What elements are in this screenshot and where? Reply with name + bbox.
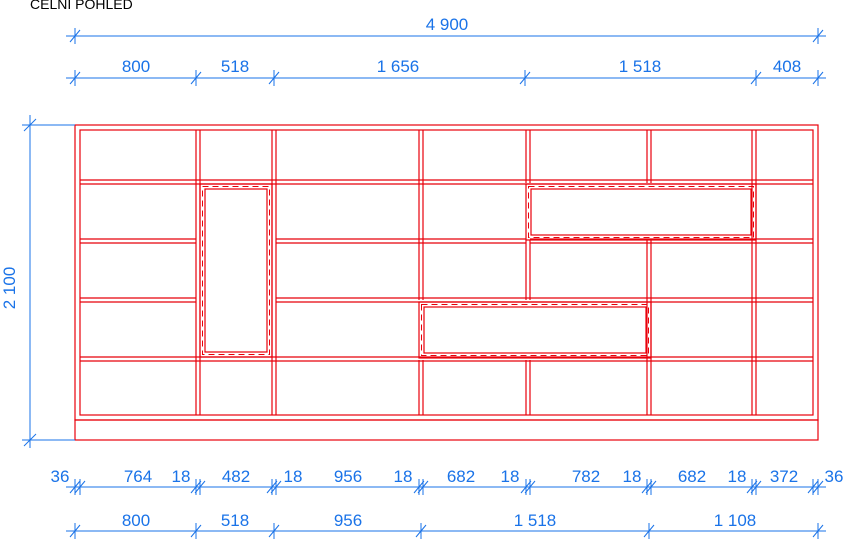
outer-frame — [74, 124, 819, 421]
top-row-label: 408 — [773, 57, 801, 76]
dimension-lines — [22, 28, 826, 539]
detail-row-label: 18 — [501, 467, 520, 486]
detail-row-label: 18 — [728, 467, 747, 486]
detail-row-label: 372 — [770, 467, 798, 486]
detail-row-label: 482 — [222, 467, 250, 486]
bottom-row-label: 1 518 — [514, 511, 557, 530]
detail-row-label: 782 — [572, 467, 600, 486]
top-row-ticks — [69, 70, 824, 86]
detail-row-label: 956 — [334, 467, 362, 486]
top-row-label: 1 518 — [619, 57, 662, 76]
bottom-row-label: 1 108 — [714, 511, 757, 530]
top-row-label: 800 — [122, 57, 150, 76]
detail-row-label: 18 — [623, 467, 642, 486]
detail-row-label: 764 — [124, 467, 152, 486]
horizontal-shelves — [80, 179, 813, 362]
inset-box-upper-right — [525, 183, 757, 241]
plinth — [74, 419, 819, 441]
bottom-row-label: 956 — [334, 511, 362, 530]
detail-row-label: 682 — [447, 467, 475, 486]
detail-row-ticks — [69, 479, 824, 495]
detail-row-label: 18 — [394, 467, 413, 486]
top-row-label: 1 656 — [377, 57, 420, 76]
inner-frame — [79, 129, 814, 416]
detail-row-label: 18 — [172, 467, 191, 486]
detail-row-label: 682 — [678, 467, 706, 486]
overall-height-label: 2 100 — [0, 267, 19, 310]
shelf-unit — [74, 124, 819, 441]
detail-row-label: 18 — [284, 467, 303, 486]
top-row-label: 518 — [221, 57, 249, 76]
vertical-dividers — [195, 130, 757, 415]
drawing-title: ČELNÍ POHLED — [30, 0, 133, 12]
bottom-row-label: 800 — [122, 511, 150, 530]
inset-box-middle — [418, 301, 652, 359]
bottom-row-ticks — [69, 523, 824, 539]
dimension-labels: 4 900 2 100 800 518 1 656 1 518 408 36 7… — [0, 15, 843, 530]
bottom-row-label: 518 — [221, 511, 249, 530]
detail-row-label: 36 — [51, 467, 70, 486]
overall-width-label: 4 900 — [426, 15, 469, 34]
inset-box-tall — [199, 183, 273, 358]
detail-row-label: 36 — [825, 467, 844, 486]
